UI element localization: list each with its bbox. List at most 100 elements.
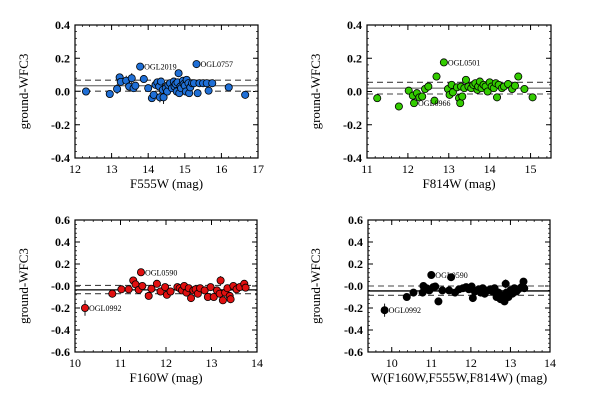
- data-point: [81, 87, 90, 96]
- panel-top-right: 11 12 13 14 15 0.4 0.2 0.0 -0.2 -0.4 OGL0501 OGL096…: [308, 18, 552, 191]
- data-point: [226, 295, 235, 304]
- data-point: [418, 92, 427, 101]
- x-tick-label: 13: [106, 162, 118, 176]
- data-point: [131, 81, 140, 90]
- y-tick-label: -0.4: [344, 323, 363, 337]
- data-point: [511, 81, 520, 90]
- plot-frame: [74, 24, 259, 159]
- y-tick-label: 0.4: [347, 18, 362, 32]
- x-tick-label: 12: [160, 356, 172, 370]
- data-point: [157, 77, 166, 86]
- data-point: [501, 279, 510, 288]
- data-point: [520, 284, 529, 293]
- annotation-label: OGL0992: [89, 304, 121, 313]
- plot-frame: [74, 219, 258, 353]
- data-point: [241, 283, 250, 292]
- data-point: [456, 99, 465, 108]
- annotation-label: OGL0992: [389, 306, 421, 315]
- data-points: [81, 268, 250, 316]
- data-point: [438, 286, 447, 295]
- data-points: [380, 270, 529, 317]
- data-point: [159, 93, 168, 102]
- x-tick-label: 14: [544, 356, 556, 370]
- y-tick-label: -0.4: [51, 323, 70, 337]
- y-tick-label: 0.0: [55, 85, 70, 99]
- data-point: [458, 92, 467, 101]
- x-tick-label: 15: [525, 162, 537, 176]
- data-point: [402, 292, 411, 301]
- data-point: [447, 273, 456, 282]
- x-axis-label: W(F160W,F555W,F814W) (mag): [371, 370, 547, 385]
- data-point: [514, 72, 523, 81]
- panel-top-left: 12 13 14 15 16 17 0.4 0.2 0.0 -0.2 -0.4 OGL2019 OGL0…: [16, 18, 264, 191]
- data-point: [461, 75, 470, 84]
- data-point: [113, 85, 122, 94]
- data-point: [373, 94, 382, 103]
- x-tick-label: 12: [402, 162, 414, 176]
- data-point: [430, 96, 439, 105]
- data-point: [380, 306, 389, 315]
- y-tick-label: -0.2: [343, 118, 362, 132]
- data-point: [124, 285, 133, 294]
- data-point: [204, 86, 213, 95]
- data-point: [144, 291, 153, 300]
- data-point: [166, 287, 175, 296]
- data-point: [139, 75, 148, 84]
- data-point: [152, 279, 161, 288]
- data-point: [193, 89, 202, 98]
- data-point: [81, 303, 90, 312]
- x-axis-label: F160W (mag): [129, 370, 202, 385]
- data-points: [373, 58, 537, 111]
- annotation-label: OGL0590: [435, 271, 467, 280]
- data-point: [144, 84, 153, 93]
- data-point: [439, 58, 448, 67]
- panel-bottom-right: 10 11 12 13 14 0.6 0.4 0.2 -0.0 -0.2 -0.4 -0.6 OGL05…: [308, 213, 556, 385]
- x-tick-label: 13: [443, 162, 455, 176]
- data-point: [519, 277, 528, 286]
- y-axis-label: ground-WFC3: [16, 248, 31, 324]
- y-tick-label: -0.6: [344, 345, 363, 359]
- x-tick-label: 17: [252, 162, 264, 176]
- x-tick-label: 11: [426, 356, 438, 370]
- data-point: [174, 69, 183, 78]
- panel-bottom-left: 10 11 12 13 14 0.6 0.4 0.2 -0.0 -0.2 -0.4 -0.6 OGL05…: [16, 213, 263, 385]
- x-tick-label: 12: [465, 356, 477, 370]
- x-tick-label: 13: [206, 356, 218, 370]
- x-tick-label: 10: [386, 356, 398, 370]
- data-point: [117, 285, 126, 294]
- data-point: [136, 62, 145, 71]
- data-point: [394, 102, 403, 111]
- x-tick-label: 14: [251, 356, 263, 370]
- y-tick-label: 0.2: [347, 51, 362, 65]
- data-point: [409, 288, 418, 297]
- data-point: [216, 276, 225, 285]
- y-tick-label: -0.0: [51, 279, 70, 293]
- x-tick-label: 14: [484, 162, 496, 176]
- y-tick-label: 0.4: [55, 235, 70, 249]
- data-point: [108, 289, 117, 298]
- data-point: [528, 93, 537, 102]
- y-tick-label: 0.4: [55, 18, 70, 32]
- y-tick-label: 0.0: [347, 85, 362, 99]
- data-point: [136, 268, 145, 277]
- annotation-label: OGL0590: [145, 268, 177, 277]
- data-point: [427, 270, 436, 279]
- data-point: [224, 83, 233, 92]
- data-point: [209, 292, 218, 301]
- data-point: [147, 284, 156, 293]
- y-tick-label: -0.0: [344, 279, 363, 293]
- y-tick-label: -0.2: [51, 118, 70, 132]
- data-point: [105, 89, 114, 98]
- x-tick-label: 10: [69, 356, 81, 370]
- y-tick-label: -0.4: [343, 151, 362, 165]
- x-axis-label: F814W (mag): [422, 176, 495, 191]
- data-point: [200, 286, 209, 295]
- data-point: [206, 283, 215, 292]
- x-tick-label: 12: [69, 162, 81, 176]
- y-tick-label: 0.4: [348, 235, 363, 249]
- y-tick-label: -0.6: [51, 345, 70, 359]
- data-point: [218, 296, 227, 305]
- x-tick-label: 13: [504, 356, 516, 370]
- data-point: [434, 297, 443, 306]
